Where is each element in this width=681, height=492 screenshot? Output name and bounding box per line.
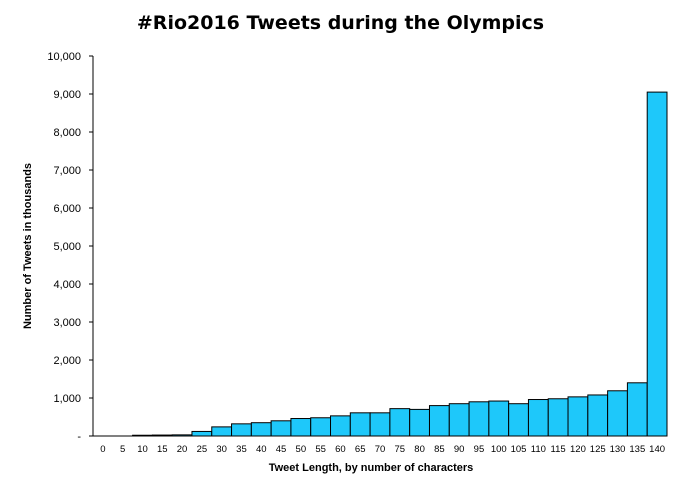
bar-70 — [369, 412, 391, 437]
x-tick-label: 125 — [590, 444, 606, 455]
bar-25 — [191, 430, 213, 437]
bar-115 — [547, 398, 569, 437]
y-axis-ticks: - 1,000 2,000 3,000 4,000 5,000 6,000 7,000 8,00… — [47, 51, 93, 443]
bar-120 — [567, 396, 589, 437]
x-tick-label: 55 — [315, 444, 326, 455]
x-tick-label: 60 — [335, 444, 346, 455]
x-tick-label: 45 — [276, 444, 287, 455]
x-axis-ticks: 0 5 10 15 20 25 30 35 40 45 50 55 60 65 70 75 80 85 90 95 10… — [100, 444, 665, 455]
x-tick-label: 0 — [100, 444, 105, 455]
bar-45 — [270, 420, 292, 437]
x-tick-label: 140 — [649, 444, 665, 455]
x-tick-label: 15 — [157, 444, 168, 455]
x-tick-label: 20 — [177, 444, 188, 455]
x-tick-label: 35 — [236, 444, 247, 455]
bar-65 — [349, 412, 371, 437]
bar-35 — [231, 423, 252, 437]
x-tick-label: 120 — [570, 444, 586, 455]
bar-75 — [389, 408, 411, 437]
y-tick-label: 10,000 — [47, 51, 81, 63]
x-axis-label: Tweet Length, by number of characters — [269, 462, 474, 474]
bar-85 — [428, 405, 450, 437]
bar-110 — [527, 399, 549, 437]
bar-140 — [646, 91, 668, 437]
bars — [132, 91, 668, 437]
x-tick-label: 70 — [375, 444, 386, 455]
chart-title: #Rio2016 Tweets during the Olympics — [136, 12, 545, 34]
x-tick-label: 10 — [137, 444, 148, 455]
x-tick-label: 90 — [454, 444, 465, 455]
x-tick-label: 65 — [355, 444, 366, 455]
bar-95 — [468, 401, 490, 437]
bar-105 — [508, 403, 529, 437]
bar-135 — [626, 382, 648, 437]
bar-50 — [290, 418, 312, 437]
bar-125 — [587, 394, 609, 437]
x-tick-label: 75 — [395, 444, 406, 455]
bar-60 — [330, 415, 351, 437]
bar-55 — [310, 417, 332, 437]
x-tick-label: 50 — [296, 444, 307, 455]
x-tick-label: 80 — [414, 444, 425, 455]
bar-30 — [211, 426, 233, 437]
y-tick-label: 7,000 — [53, 165, 81, 177]
x-tick-label: 5 — [120, 444, 125, 455]
x-tick-label: 110 — [531, 444, 546, 455]
bar-40 — [250, 422, 272, 437]
y-tick-label: 3,000 — [53, 317, 81, 329]
x-tick-label: 135 — [629, 444, 645, 455]
x-tick-label: 25 — [197, 444, 208, 455]
bar-100 — [488, 400, 510, 437]
bar-80 — [409, 408, 430, 437]
y-tick-label: 8,000 — [53, 127, 81, 139]
x-tick-label: 40 — [256, 444, 267, 455]
bar-90 — [448, 403, 470, 437]
x-tick-label: 105 — [511, 444, 527, 455]
y-axis-label: Number of Tweets in thousands — [22, 163, 34, 329]
x-tick-label: 115 — [551, 444, 566, 455]
y-tick-label: 5,000 — [53, 241, 81, 253]
y-tick-label: 4,000 — [53, 279, 81, 291]
y-tick-label: - — [77, 431, 81, 443]
y-tick-label: 2,000 — [53, 355, 81, 367]
x-tick-label: 100 — [491, 444, 507, 455]
y-tick-label: 1,000 — [53, 393, 81, 405]
x-tick-label: 95 — [474, 444, 485, 455]
x-tick-label: 130 — [610, 444, 626, 455]
x-tick-label: 30 — [216, 444, 227, 455]
y-tick-label: 6,000 — [53, 203, 81, 215]
x-tick-label: 85 — [434, 444, 445, 455]
bar-130 — [607, 390, 628, 437]
y-tick-label: 9,000 — [53, 89, 81, 101]
